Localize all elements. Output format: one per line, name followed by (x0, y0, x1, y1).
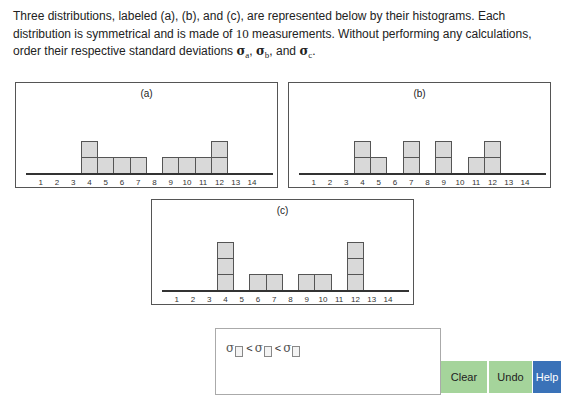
svg-text:12: 12 (351, 295, 360, 304)
svg-text:10: 10 (182, 178, 191, 187)
svg-text:6: 6 (393, 178, 398, 187)
svg-text:8: 8 (288, 295, 293, 304)
svg-text:2: 2 (55, 178, 60, 187)
svg-text:(a): (a) (140, 88, 152, 99)
svg-text:11: 11 (335, 295, 344, 304)
svg-text:6: 6 (256, 295, 261, 304)
svg-text:11: 11 (199, 178, 208, 187)
html-text:< σ: < σ (246, 341, 263, 355)
svg-text:5: 5 (376, 178, 381, 187)
svg-text:12: 12 (215, 178, 224, 187)
svg-text:7: 7 (272, 295, 277, 304)
html-text:order their respective standar: order their respective standard deviatio… (13, 44, 316, 61)
svg-text:11: 11 (472, 178, 481, 187)
svg-text:1: 1 (38, 178, 43, 187)
svg-text:9: 9 (304, 295, 309, 304)
svg-text:8: 8 (152, 178, 157, 187)
html-text:Undo: Undo (497, 371, 524, 383)
svg-text:7: 7 (136, 178, 141, 187)
svg-text:13: 13 (504, 178, 513, 187)
svg-text:13: 13 (231, 178, 240, 187)
svg-text:2: 2 (191, 295, 196, 304)
html-text:Three distributions, labeled (: Three distributions, labeled (a), (b), a… (13, 9, 506, 23)
html-text:σ: σ (226, 341, 235, 355)
svg-text:14: 14 (520, 178, 529, 187)
svg-text:12: 12 (488, 178, 497, 187)
svg-text:5: 5 (103, 178, 108, 187)
svg-text:13: 13 (367, 295, 376, 304)
svg-text:8: 8 (425, 178, 430, 187)
svg-text:4: 4 (223, 295, 228, 304)
svg-text:3: 3 (71, 178, 76, 187)
svg-text:9: 9 (441, 178, 446, 187)
html-text:Clear: Clear (450, 371, 478, 383)
svg-text:14: 14 (247, 178, 256, 187)
svg-text:4: 4 (360, 178, 365, 187)
svg-text:6: 6 (120, 178, 125, 187)
html-text:< σ: < σ (274, 341, 292, 355)
svg-text:3: 3 (207, 295, 212, 304)
svg-text:1: 1 (174, 295, 179, 304)
svg-text:2: 2 (328, 178, 333, 187)
svg-text:5: 5 (239, 295, 244, 304)
svg-text:4: 4 (87, 178, 92, 187)
svg-text:1: 1 (311, 178, 316, 187)
html-text:Help: Help (535, 371, 559, 383)
svg-text:(b): (b) (413, 88, 425, 99)
svg-text:10: 10 (455, 178, 464, 187)
svg-text:14: 14 (383, 295, 392, 304)
svg-text:(c): (c) (277, 205, 289, 216)
svg-text:9: 9 (168, 178, 173, 187)
svg-text:10: 10 (318, 295, 327, 304)
html-text:distribution is symmetrical an: distribution is symmetrical and is made … (13, 26, 532, 41)
svg-text:3: 3 (344, 178, 349, 187)
svg-text:7: 7 (409, 178, 414, 187)
